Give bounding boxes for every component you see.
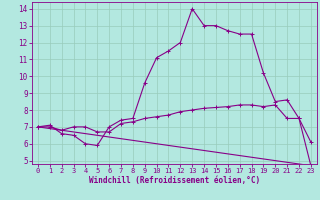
X-axis label: Windchill (Refroidissement éolien,°C): Windchill (Refroidissement éolien,°C) bbox=[89, 176, 260, 185]
